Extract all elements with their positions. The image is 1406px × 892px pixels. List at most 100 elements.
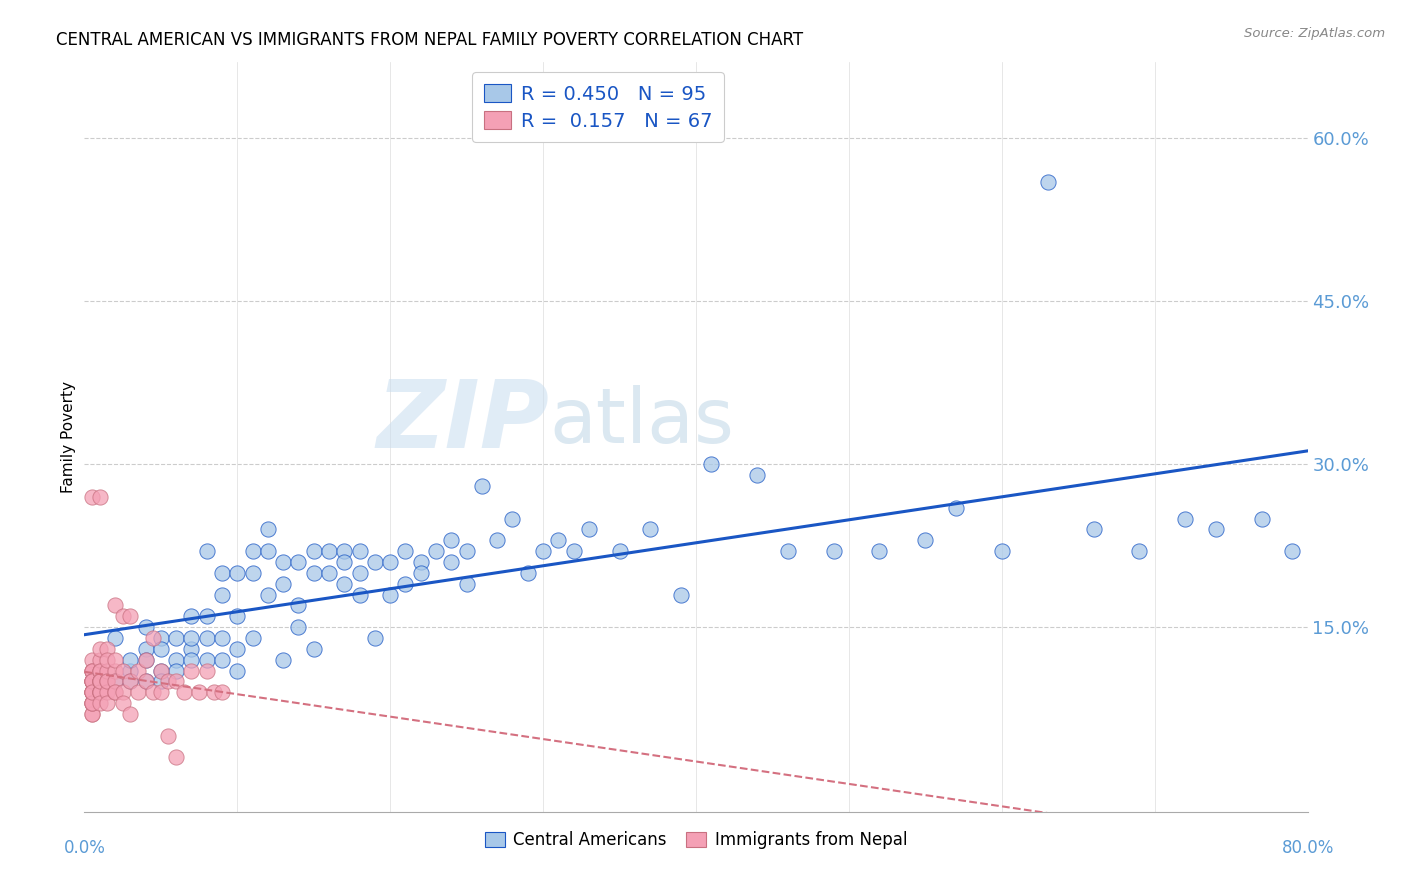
Point	[104, 631, 127, 645]
Point	[104, 674, 127, 689]
Point	[1174, 511, 1197, 525]
Point	[135, 674, 157, 689]
Point	[80, 674, 103, 689]
Point	[380, 588, 402, 602]
Point	[1205, 522, 1227, 536]
Point	[669, 588, 692, 602]
Point	[89, 664, 111, 678]
Point	[349, 566, 371, 580]
Point	[188, 685, 211, 699]
Y-axis label: Family Poverty: Family Poverty	[60, 381, 76, 493]
Text: 80.0%: 80.0%	[1281, 838, 1334, 857]
Point	[440, 555, 463, 569]
Point	[333, 555, 356, 569]
Point	[271, 653, 294, 667]
Point	[135, 641, 157, 656]
Point	[609, 544, 631, 558]
Point	[440, 533, 463, 548]
Point	[287, 599, 309, 613]
Point	[173, 685, 195, 699]
Text: 0.0%: 0.0%	[63, 838, 105, 857]
Point	[165, 631, 187, 645]
Point	[157, 674, 180, 689]
Point	[135, 653, 157, 667]
Point	[80, 664, 103, 678]
Point	[120, 706, 142, 721]
Point	[89, 664, 111, 678]
Point	[364, 631, 387, 645]
Point	[80, 664, 103, 678]
Point	[80, 706, 103, 721]
Point	[165, 653, 187, 667]
Point	[80, 674, 103, 689]
Point	[242, 544, 264, 558]
Point	[945, 500, 967, 515]
Point	[202, 685, 225, 699]
Point	[1250, 511, 1272, 525]
Point	[562, 544, 585, 558]
Point	[180, 664, 202, 678]
Point	[104, 653, 127, 667]
Point	[89, 674, 111, 689]
Point	[89, 685, 111, 699]
Text: Source: ZipAtlas.com: Source: ZipAtlas.com	[1244, 27, 1385, 40]
Point	[409, 566, 432, 580]
Point	[149, 631, 172, 645]
Point	[226, 641, 249, 656]
Point	[456, 576, 478, 591]
Point	[287, 620, 309, 634]
Point	[211, 685, 233, 699]
Point	[165, 750, 187, 764]
Point	[104, 685, 127, 699]
Point	[111, 696, 134, 710]
Point	[226, 566, 249, 580]
Point	[1083, 522, 1105, 536]
Point	[471, 479, 494, 493]
Point	[157, 729, 180, 743]
Point	[80, 696, 103, 710]
Point	[165, 674, 187, 689]
Point	[96, 696, 118, 710]
Point	[89, 653, 111, 667]
Point	[80, 664, 103, 678]
Point	[149, 674, 172, 689]
Point	[120, 609, 142, 624]
Point	[195, 664, 218, 678]
Point	[135, 620, 157, 634]
Point	[120, 674, 142, 689]
Point	[80, 685, 103, 699]
Point	[80, 674, 103, 689]
Point	[531, 544, 554, 558]
Point	[89, 674, 111, 689]
Point	[120, 664, 142, 678]
Point	[149, 641, 172, 656]
Point	[242, 631, 264, 645]
Point	[80, 685, 103, 699]
Point	[96, 641, 118, 656]
Point	[89, 641, 111, 656]
Point	[80, 674, 103, 689]
Point	[456, 544, 478, 558]
Text: atlas: atlas	[550, 385, 734, 459]
Point	[195, 631, 218, 645]
Point	[149, 664, 172, 678]
Point	[700, 457, 723, 471]
Point	[96, 674, 118, 689]
Point	[89, 674, 111, 689]
Point	[89, 490, 111, 504]
Point	[547, 533, 569, 548]
Point	[120, 674, 142, 689]
Point	[211, 588, 233, 602]
Point	[333, 544, 356, 558]
Point	[111, 609, 134, 624]
Point	[823, 544, 845, 558]
Point	[486, 533, 509, 548]
Point	[135, 674, 157, 689]
Point	[211, 566, 233, 580]
Point	[104, 664, 127, 678]
Point	[211, 631, 233, 645]
Point	[287, 555, 309, 569]
Point	[638, 522, 661, 536]
Point	[394, 544, 416, 558]
Point	[914, 533, 936, 548]
